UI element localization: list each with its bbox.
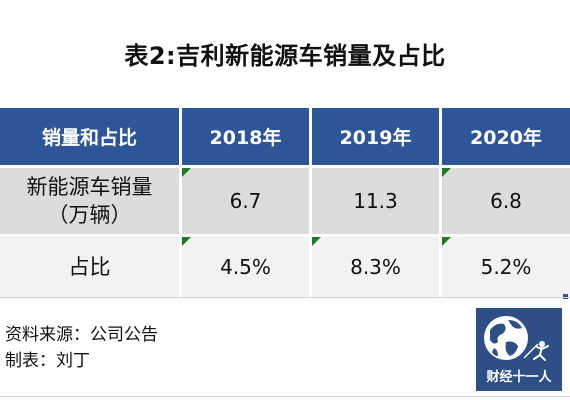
comment-marker-icon xyxy=(182,237,191,246)
cell-value: 5.2% xyxy=(480,255,532,279)
globe-runner-icon xyxy=(476,308,562,391)
comment-marker-icon xyxy=(442,237,451,246)
logo-text: 财经十一人 xyxy=(486,370,552,385)
table-cell: 5.2% xyxy=(442,237,570,299)
table-row: 新能源车销量 （万辆） 6.7 11.3 6.8 xyxy=(0,168,570,234)
source-note: 资料来源：公司公告 制表：刘丁 xyxy=(5,322,158,374)
table-cell: 8.3% xyxy=(312,237,442,297)
maker-line: 制表：刘丁 xyxy=(5,351,90,371)
header-cell: 销量和占比 xyxy=(0,108,182,165)
source-line: 资料来源：公司公告 xyxy=(5,325,158,345)
comment-marker-icon xyxy=(182,168,191,177)
selection-handle-icon[interactable] xyxy=(563,294,568,299)
cell-value: 4.5% xyxy=(220,255,271,279)
row-label: 占比 xyxy=(0,237,182,297)
cell-value: 6.8 xyxy=(490,189,522,213)
row-label: 新能源车销量 （万辆） xyxy=(0,168,182,234)
header-cell: 2020年 xyxy=(470,127,542,149)
row-label-line: 新能源车销量 xyxy=(26,174,153,199)
table-cell: 6.8 xyxy=(442,168,570,234)
comment-marker-icon xyxy=(442,168,451,177)
table-cell: 6.7 xyxy=(182,168,312,234)
table-header-row: 销量和占比 2018年 2019年 2020年 xyxy=(0,108,570,165)
header-cell: 2019年 xyxy=(312,108,442,165)
brand-logo: 财经十一人 xyxy=(476,308,562,391)
table-cell: 11.3 xyxy=(312,168,442,234)
table-title: 表2:吉利新能源车销量及占比 xyxy=(124,42,446,70)
row-divider xyxy=(0,165,570,168)
cell-value: 6.7 xyxy=(229,189,262,213)
divider xyxy=(0,297,570,298)
row-divider xyxy=(0,234,570,237)
divider xyxy=(0,396,570,397)
comment-marker-icon xyxy=(312,237,321,246)
table-cell: 4.5% xyxy=(182,237,312,297)
header-cell: 2018年 xyxy=(182,108,312,165)
cell-value: 11.3 xyxy=(353,189,398,213)
table-row: 占比 4.5% 8.3% 5.2% xyxy=(0,237,570,299)
cell-value: 8.3% xyxy=(350,255,401,279)
row-label-line: （万辆） xyxy=(47,203,132,227)
